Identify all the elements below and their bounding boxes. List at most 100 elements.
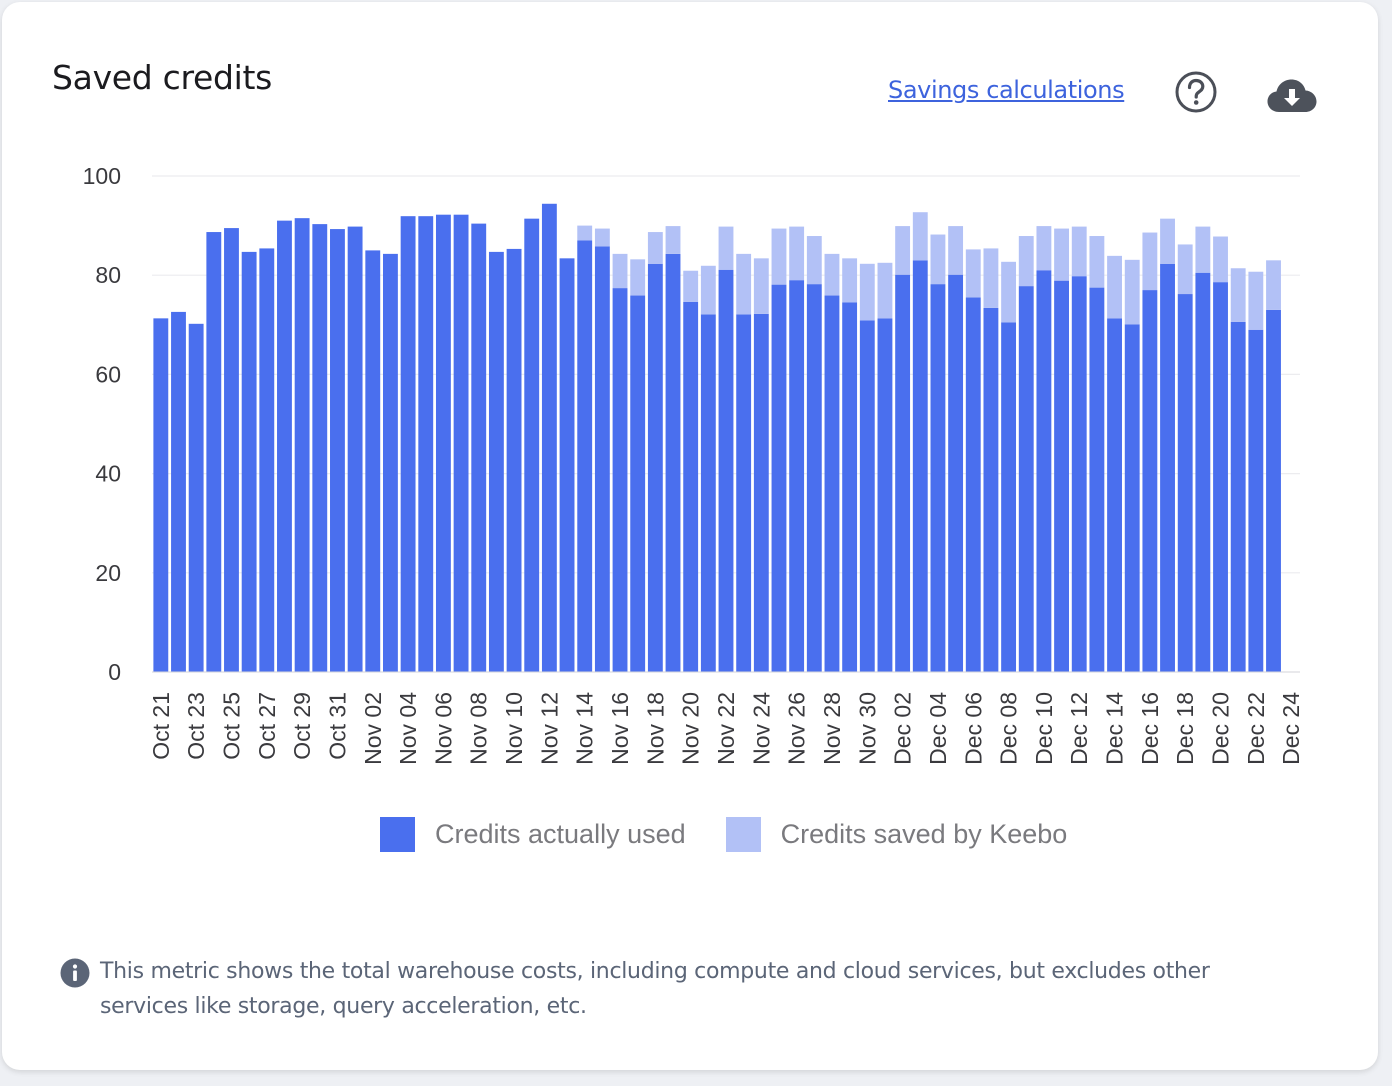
x-tick-label: Dec 12: [1066, 692, 1092, 765]
bar-saved: [1124, 259, 1140, 325]
x-tick-label: Nov 28: [819, 692, 845, 765]
legend-label-used: Credits actually used: [435, 818, 686, 849]
bar-used: [859, 320, 875, 672]
x-tick-label: Nov 22: [713, 692, 739, 765]
bar-used: [965, 297, 981, 672]
x-tick-label: Nov 10: [501, 692, 527, 765]
bar-used: [771, 284, 787, 672]
x-tick-label: Nov 12: [536, 692, 562, 765]
x-tick-label: Dec 22: [1243, 692, 1269, 765]
bar-used: [736, 314, 752, 672]
bar-used: [1213, 282, 1228, 672]
bar-saved: [1107, 255, 1122, 319]
y-tick-label: 60: [95, 361, 121, 387]
bar-used: [153, 318, 169, 672]
x-tick-label: Nov 08: [466, 692, 492, 765]
bar-used: [983, 307, 999, 672]
info-circle-icon: [60, 958, 90, 988]
bar-used: [647, 263, 663, 672]
x-tick-label: Dec 08: [996, 692, 1022, 765]
bar-saved: [647, 232, 663, 264]
x-tick-label: Dec 16: [1137, 692, 1163, 765]
x-tick-label: Nov 06: [430, 692, 456, 765]
x-tick-label: Nov 14: [572, 692, 598, 765]
x-tick-label: Oct 27: [254, 692, 280, 760]
bar-saved: [789, 226, 805, 281]
legend-swatch-used: [380, 816, 415, 852]
bar-saved: [1001, 261, 1017, 323]
bar-used: [1107, 318, 1122, 672]
bar-used: [718, 269, 734, 672]
x-tick-label: Nov 26: [784, 692, 810, 765]
cloud-download-icon[interactable]: [1266, 76, 1318, 116]
bar-used: [612, 288, 628, 672]
bar-used: [577, 240, 593, 673]
bar-used: [1160, 263, 1175, 672]
bar-used: [418, 216, 434, 672]
bar-used: [506, 248, 522, 673]
chart-legend: Credits actually used Credits saved by K…: [380, 814, 1107, 854]
x-tick-label: Nov 20: [678, 692, 704, 765]
bar-saved: [1230, 268, 1246, 322]
bar-saved: [1018, 236, 1034, 287]
x-tick-label: Oct 25: [218, 692, 244, 760]
bar-used: [806, 284, 822, 672]
x-tick-label: Dec 24: [1278, 692, 1304, 765]
x-tick-label: Nov 30: [854, 692, 880, 765]
bar-used: [347, 226, 363, 673]
bar-used: [224, 228, 239, 672]
bar-saved: [1054, 228, 1069, 281]
bar-saved: [1266, 260, 1281, 310]
bar-used: [1248, 329, 1264, 672]
x-tick-label: Dec 06: [960, 692, 986, 765]
bar-used: [330, 229, 345, 672]
x-tick-label: Nov 02: [360, 692, 386, 765]
bar-used: [1230, 321, 1246, 672]
bar-used: [824, 295, 840, 672]
footnote-text: This metric shows the total warehouse co…: [100, 959, 1210, 1019]
bar-saved: [683, 270, 699, 302]
bar-saved: [983, 248, 999, 308]
bar-used: [683, 301, 699, 672]
bar-saved: [806, 236, 822, 285]
bar-used: [188, 323, 204, 672]
x-tick-label: Dec 20: [1208, 692, 1234, 765]
bar-saved: [700, 265, 716, 315]
x-tick-label: Oct 29: [289, 692, 315, 760]
bar-used: [541, 203, 557, 672]
x-tick-label: Dec 10: [1031, 692, 1057, 765]
x-tick-label: Dec 18: [1172, 692, 1198, 765]
bar-saved: [736, 253, 752, 315]
y-tick-label: 0: [108, 659, 121, 685]
y-tick-label: 100: [83, 163, 121, 189]
x-tick-label: Oct 31: [324, 692, 350, 760]
bar-used: [753, 313, 769, 672]
question-circle-icon[interactable]: [1174, 70, 1218, 114]
bar-saved: [842, 258, 858, 303]
bar-used: [895, 274, 911, 672]
bar-saved: [895, 226, 911, 275]
bar-used: [1001, 322, 1017, 672]
bar-used: [1054, 280, 1069, 672]
bar-saved: [948, 226, 964, 275]
x-tick-label: Dec 14: [1102, 692, 1128, 765]
bar-saved: [1177, 244, 1193, 295]
savings-calculations-link[interactable]: Savings calculations: [888, 76, 1125, 104]
x-tick-label: Nov 24: [748, 692, 774, 765]
bar-used: [948, 274, 964, 672]
bar-saved: [612, 253, 628, 289]
bar-saved: [1195, 226, 1211, 273]
bar-used: [1124, 324, 1140, 672]
bar-saved: [1089, 236, 1105, 288]
legend-swatch-saved: [725, 816, 761, 852]
bar-used: [471, 223, 487, 672]
bar-used: [877, 318, 893, 672]
bar-used: [435, 214, 451, 673]
x-tick-label: Nov 04: [395, 692, 421, 765]
bar-saved: [877, 262, 893, 319]
bar-used: [1177, 294, 1193, 672]
bar-used: [1142, 290, 1158, 672]
legend-item-saved[interactable]: Credits saved by Keebo: [725, 816, 1067, 852]
bar-used: [594, 246, 610, 672]
legend-item-used[interactable]: Credits actually used: [380, 816, 686, 852]
